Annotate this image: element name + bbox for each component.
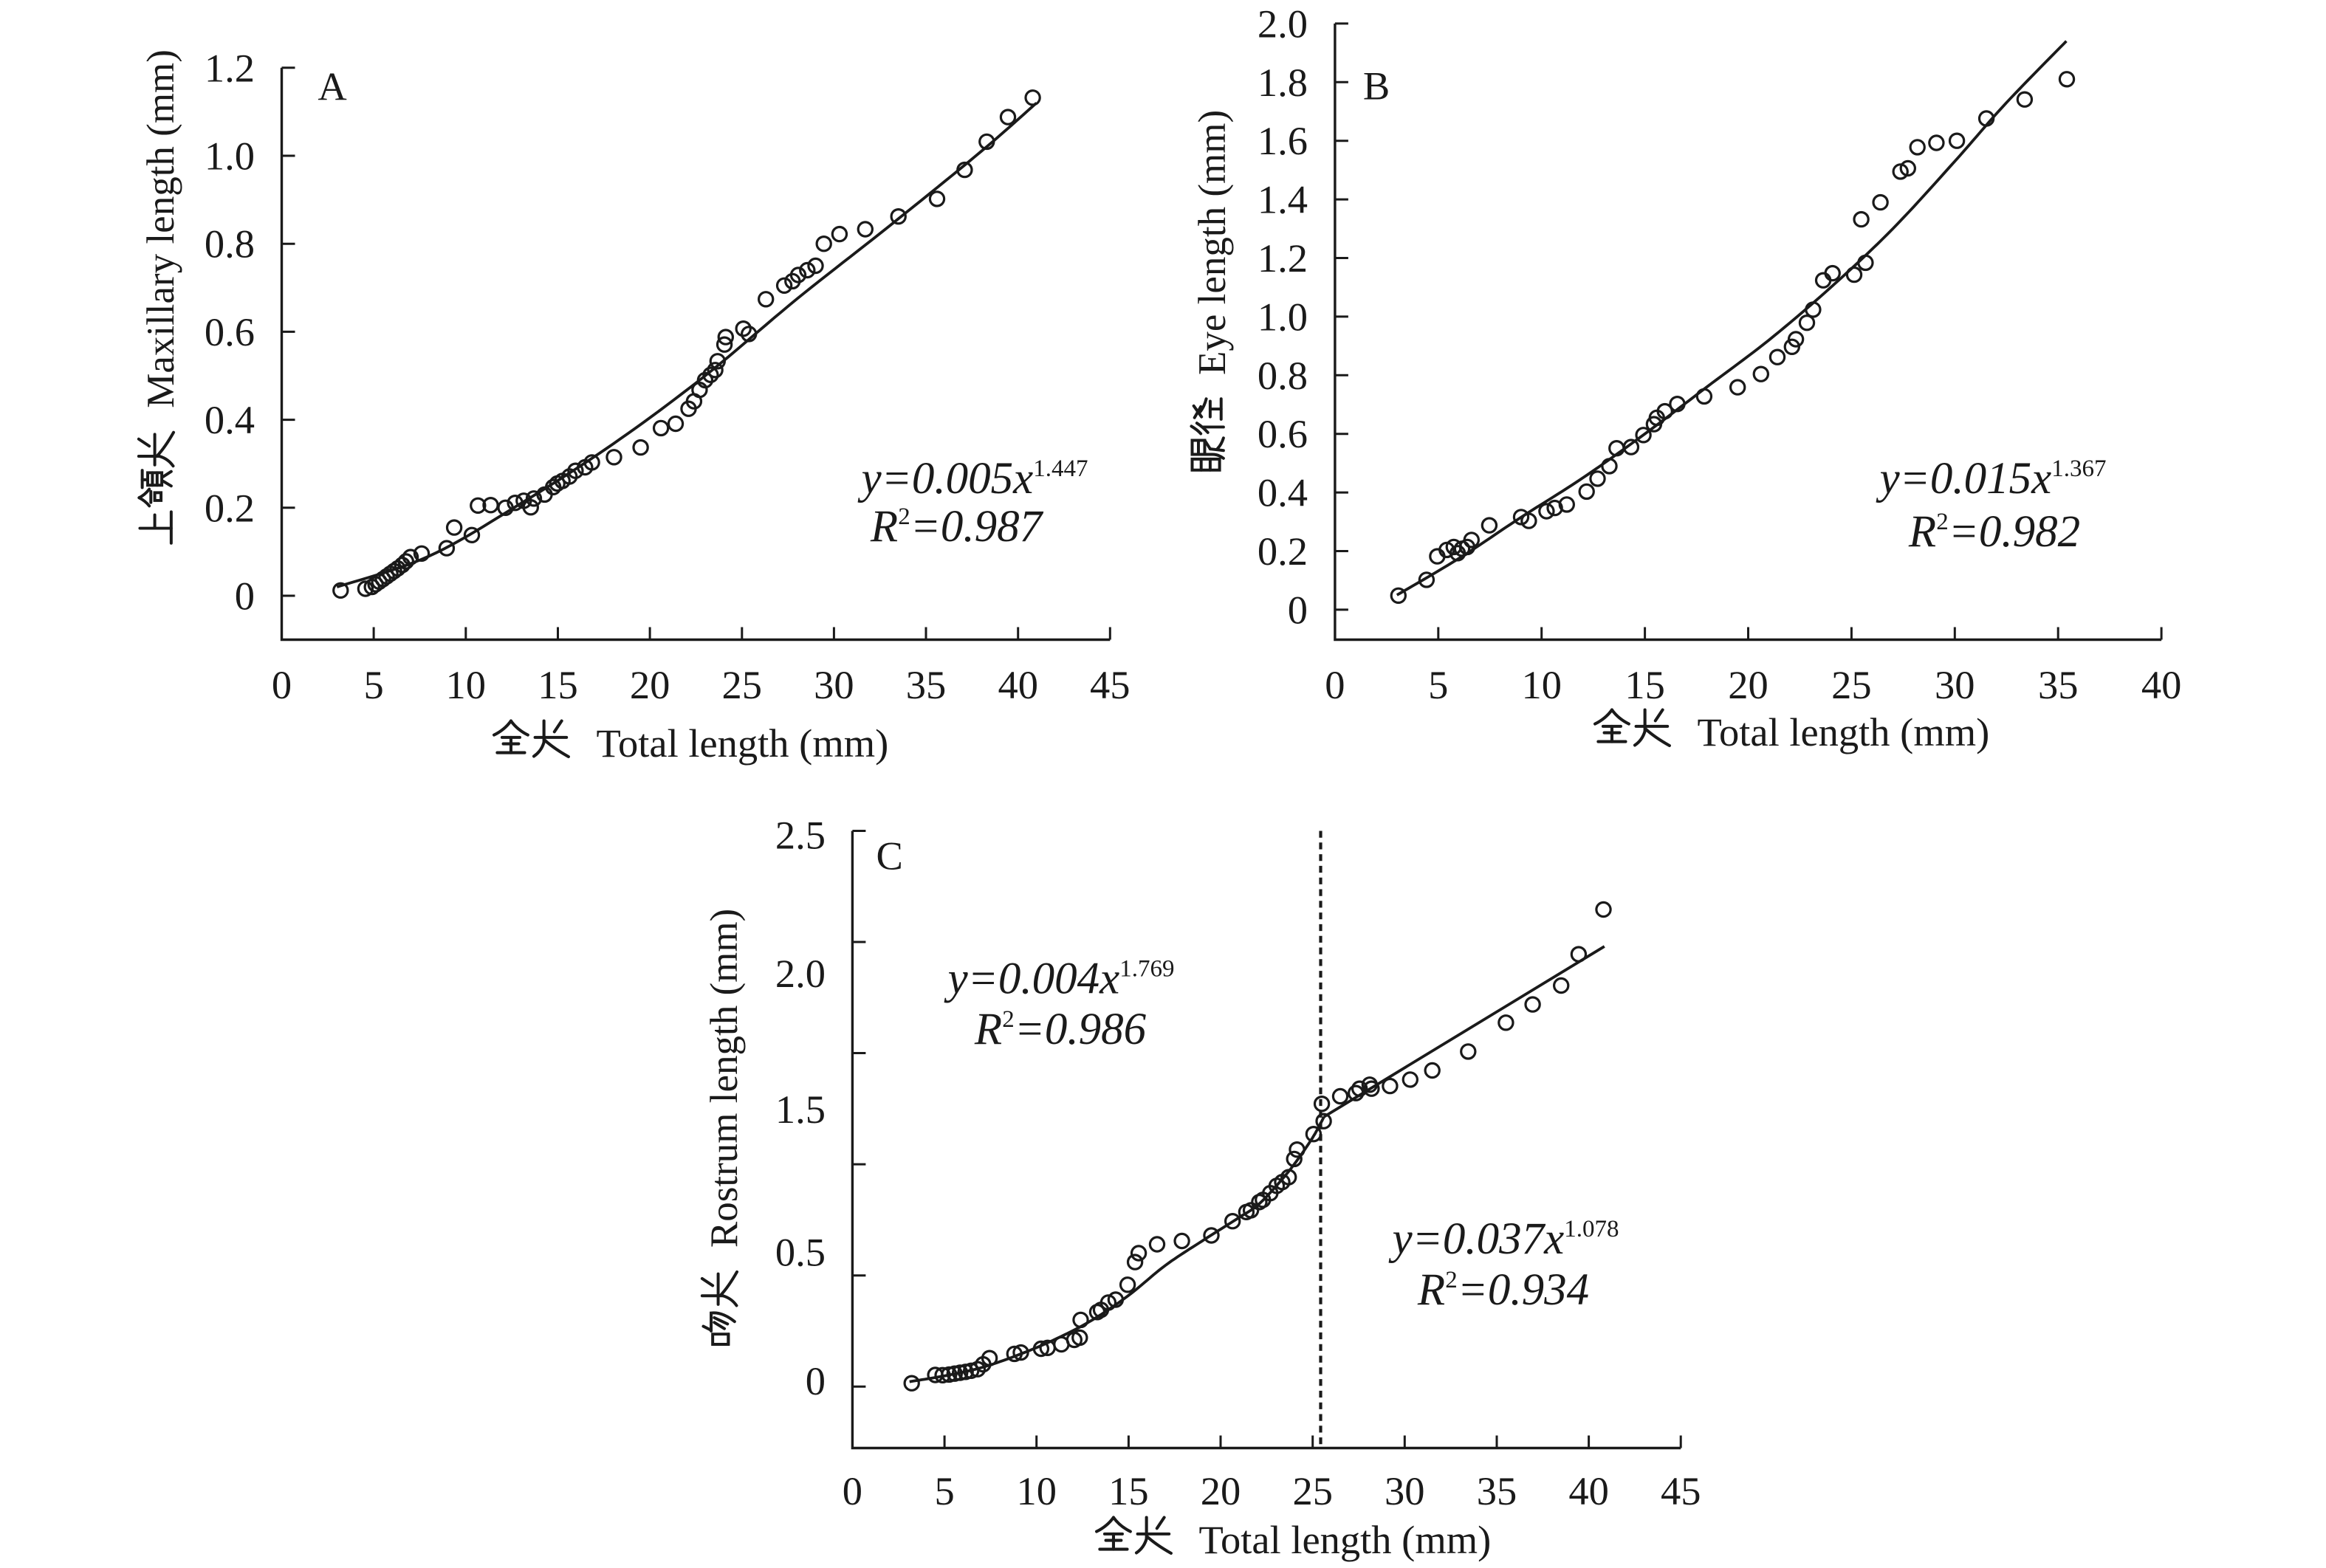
- svg-text:0: 0: [1288, 587, 1308, 632]
- svg-text:1.078: 1.078: [1564, 1216, 1619, 1242]
- svg-text:35: 35: [906, 662, 947, 707]
- svg-text:0.5: 0.5: [775, 1229, 826, 1274]
- svg-text:15: 15: [538, 662, 578, 707]
- svg-text:Total length (mm): Total length (mm): [1199, 1517, 1492, 1562]
- svg-text:y=0.005x: y=0.005x: [857, 454, 1034, 503]
- svg-text:y=0.037x: y=0.037x: [1388, 1214, 1565, 1264]
- svg-text:20: 20: [1728, 662, 1768, 707]
- svg-text:0: 0: [235, 574, 255, 619]
- svg-text:35: 35: [1477, 1468, 1517, 1513]
- svg-text:2: 2: [1445, 1267, 1458, 1293]
- svg-text:0.4: 0.4: [205, 397, 255, 442]
- svg-text:30: 30: [814, 662, 854, 707]
- svg-text:0.2: 0.2: [1258, 529, 1308, 574]
- svg-text:0.8: 0.8: [205, 221, 255, 267]
- svg-text:1.0: 1.0: [1258, 294, 1308, 339]
- svg-text:2.5: 2.5: [775, 813, 826, 858]
- svg-text:10: 10: [446, 662, 487, 707]
- svg-text:1.0: 1.0: [205, 134, 255, 179]
- svg-text:10: 10: [1521, 662, 1562, 707]
- svg-text:40: 40: [1568, 1468, 1609, 1513]
- svg-text:B: B: [1363, 63, 1390, 109]
- svg-text:0.6: 0.6: [1258, 411, 1308, 456]
- svg-text:R: R: [870, 502, 898, 551]
- svg-text:40: 40: [998, 662, 1038, 707]
- svg-text:2: 2: [1002, 1006, 1015, 1033]
- svg-text:30: 30: [1385, 1468, 1425, 1513]
- svg-text:20: 20: [1201, 1468, 1241, 1513]
- svg-text:2: 2: [1936, 509, 1949, 535]
- svg-text:15: 15: [1625, 662, 1665, 707]
- svg-text:A: A: [318, 64, 346, 109]
- svg-text:1.2: 1.2: [205, 45, 255, 90]
- svg-text:y=0.004x: y=0.004x: [944, 955, 1120, 1004]
- svg-text:=0.934: =0.934: [1458, 1265, 1589, 1315]
- svg-text:0.6: 0.6: [205, 309, 255, 354]
- svg-text:2: 2: [898, 503, 910, 530]
- svg-text:Total length (mm): Total length (mm): [597, 721, 889, 766]
- svg-text:R: R: [1417, 1265, 1445, 1315]
- svg-text:20: 20: [630, 662, 670, 707]
- svg-text:30: 30: [1935, 662, 1975, 707]
- svg-text:0: 0: [843, 1468, 862, 1513]
- svg-text:2.0: 2.0: [1258, 1, 1308, 46]
- svg-text:1.2: 1.2: [1258, 235, 1308, 281]
- svg-text:45: 45: [1090, 662, 1131, 707]
- svg-text:1.447: 1.447: [1033, 455, 1088, 482]
- svg-text:0: 0: [806, 1358, 826, 1403]
- svg-text:0: 0: [272, 662, 292, 707]
- svg-text:0.8: 0.8: [1258, 353, 1308, 398]
- svg-text:45: 45: [1661, 1468, 1701, 1513]
- svg-text:1.8: 1.8: [1258, 60, 1308, 105]
- svg-text:5: 5: [934, 1468, 954, 1513]
- svg-text:Maxillary length (mm): Maxillary length (mm): [140, 49, 182, 408]
- svg-text:25: 25: [722, 662, 763, 707]
- svg-text:R: R: [974, 1005, 1002, 1054]
- svg-text:25: 25: [1831, 662, 1872, 707]
- svg-text:R: R: [1908, 507, 1936, 557]
- svg-text:C: C: [876, 833, 903, 878]
- svg-text:10: 10: [1016, 1468, 1057, 1513]
- svg-text:1.4: 1.4: [1258, 177, 1308, 222]
- svg-text:5: 5: [363, 662, 383, 707]
- svg-text:1.367: 1.367: [2051, 455, 2106, 482]
- svg-text:=0.982: =0.982: [1949, 507, 2080, 557]
- svg-text:35: 35: [2038, 662, 2079, 707]
- svg-text:1.769: 1.769: [1119, 956, 1174, 983]
- svg-text:1.6: 1.6: [1258, 118, 1308, 163]
- svg-text:25: 25: [1292, 1468, 1333, 1513]
- svg-text:0.4: 0.4: [1258, 470, 1308, 515]
- svg-text:0: 0: [1325, 662, 1345, 707]
- svg-text:0.2: 0.2: [205, 485, 255, 530]
- svg-text:Eye length (mm): Eye length (mm): [1191, 110, 1234, 375]
- svg-text:40: 40: [2141, 662, 2182, 707]
- svg-text:Rostrum length (mm): Rostrum length (mm): [703, 909, 746, 1248]
- svg-text:Total length (mm): Total length (mm): [1698, 709, 1990, 754]
- svg-text:y=0.015x: y=0.015x: [1876, 454, 2052, 503]
- svg-text:2.0: 2.0: [775, 951, 826, 996]
- svg-text:=0.987: =0.987: [910, 502, 1044, 551]
- svg-text:1.5: 1.5: [775, 1087, 826, 1132]
- svg-text:15: 15: [1108, 1468, 1149, 1513]
- svg-text:5: 5: [1428, 662, 1448, 707]
- svg-text:=0.986: =0.986: [1015, 1005, 1147, 1054]
